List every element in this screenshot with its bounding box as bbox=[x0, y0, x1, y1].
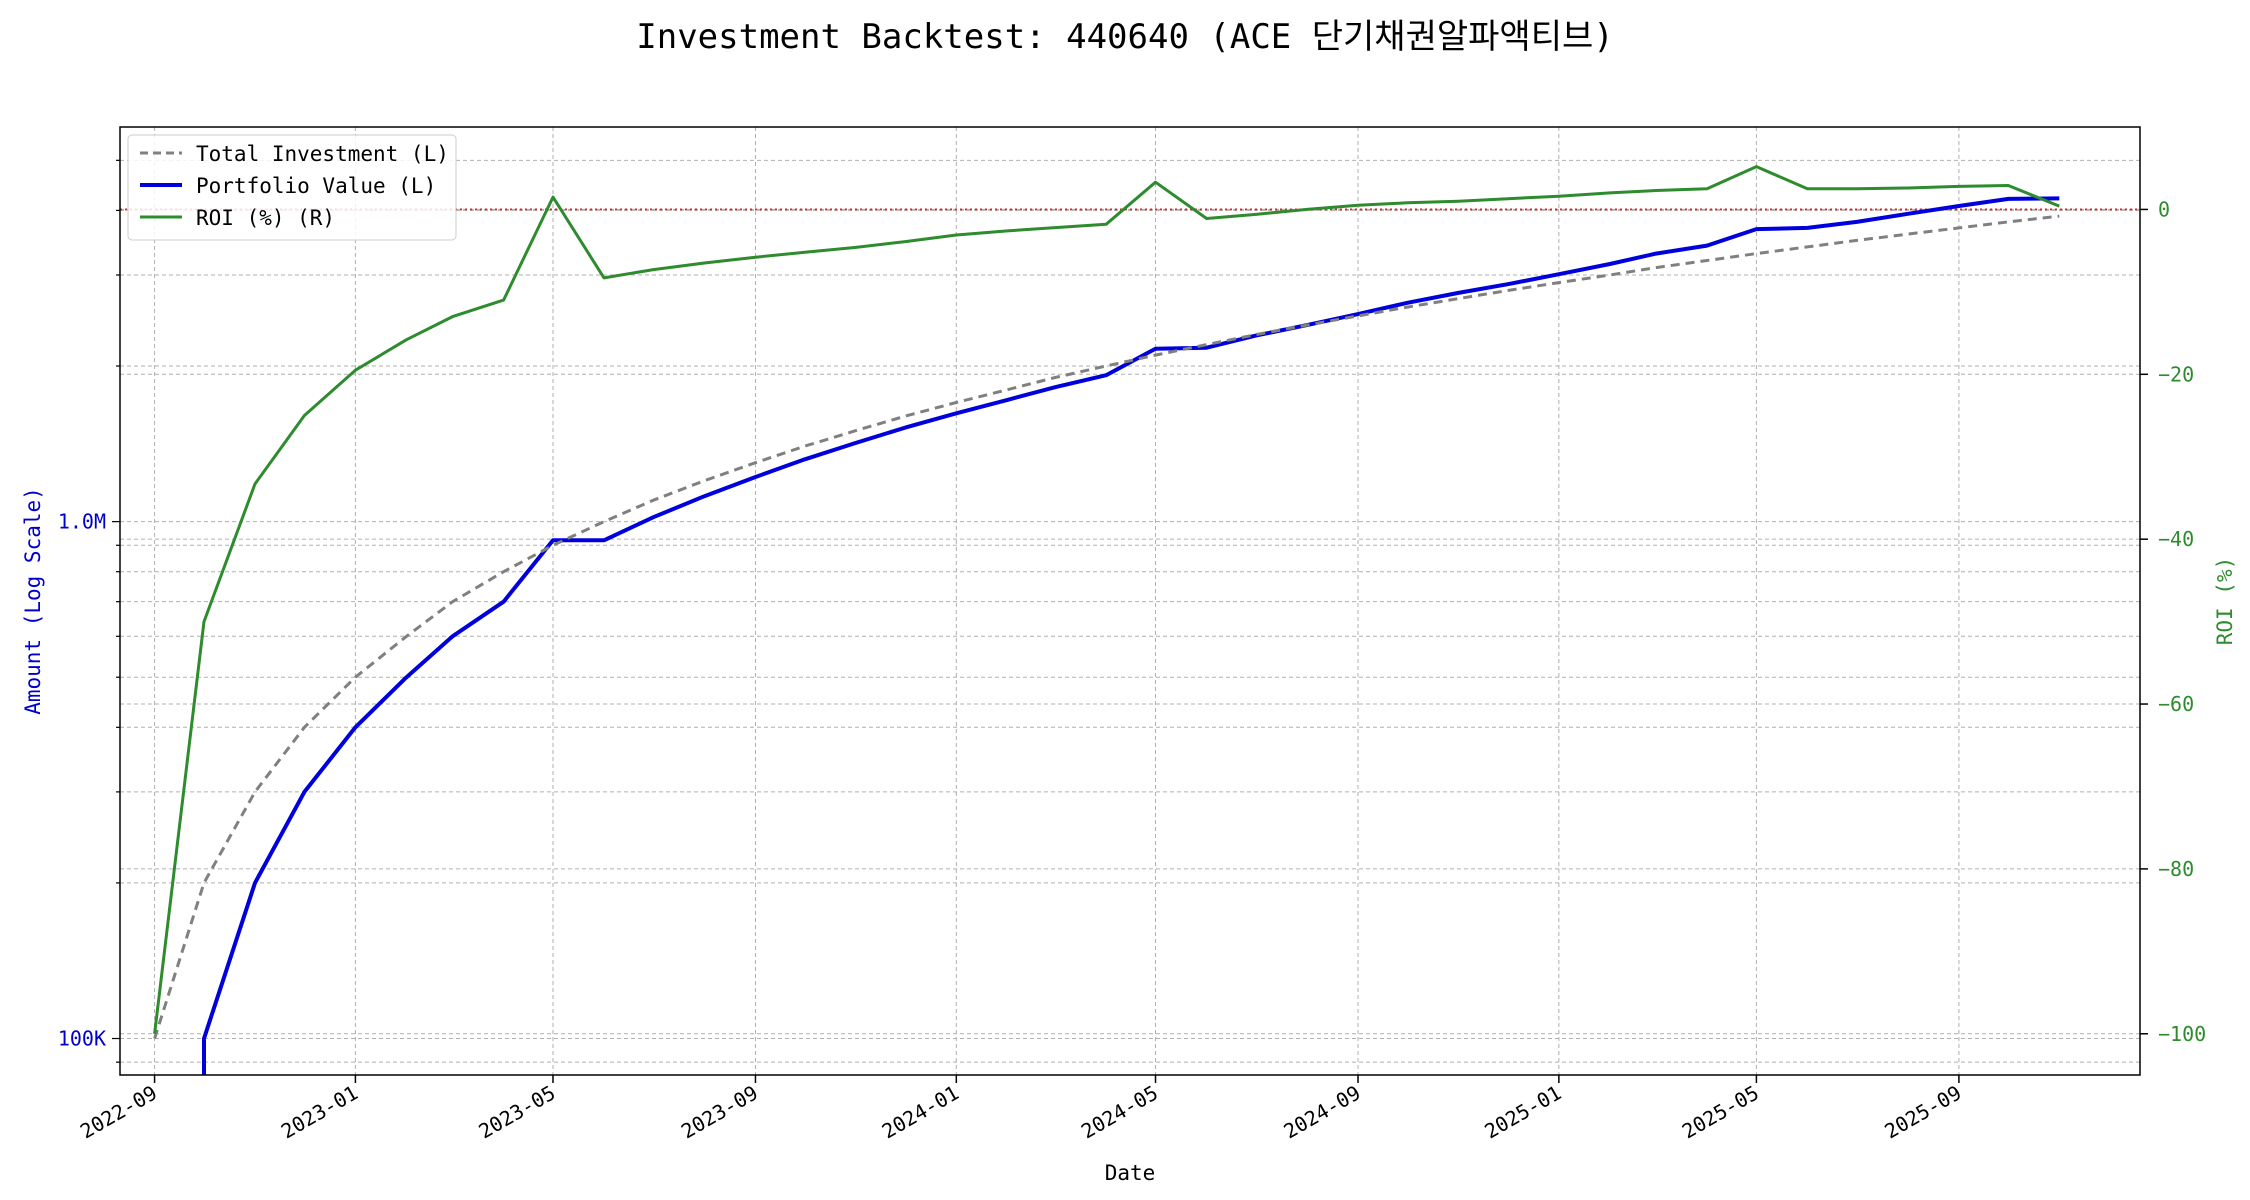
y-right-tick-label: 0 bbox=[2158, 197, 2170, 221]
y-right-tick-label: −60 bbox=[2158, 692, 2194, 716]
y-right-tick-label: −40 bbox=[2158, 527, 2194, 551]
chart-title: Investment Backtest: 440640 (ACE 단기채권알파액… bbox=[636, 17, 1614, 57]
y-right-tick-label: −100 bbox=[2158, 1022, 2206, 1046]
y-right-tick-label: −20 bbox=[2158, 362, 2194, 386]
y-right-axis-label: ROI (%) bbox=[2213, 557, 2237, 646]
y-left-tick-label: 100K bbox=[58, 1027, 106, 1051]
x-axis-label: Date bbox=[1105, 1161, 1156, 1185]
legend-label-roi: ROI (%) (R) bbox=[196, 206, 335, 230]
legend-box bbox=[127, 134, 457, 241]
y-left-tick-label: 1.0M bbox=[58, 510, 106, 534]
legend-label-portfolio-value: Portfolio Value (L) bbox=[196, 174, 436, 198]
legend: Total Investment (L) Portfolio Value (L)… bbox=[127, 134, 457, 241]
plot-frame bbox=[119, 126, 2141, 1076]
legend-label-total-investment: Total Investment (L) bbox=[196, 142, 449, 166]
series-layer bbox=[120, 165, 2140, 1075]
y-left-axis-label: Amount (Log Scale) bbox=[21, 487, 45, 715]
total-investment-line bbox=[153, 214, 2060, 1039]
y-right-tick-label: −80 bbox=[2158, 857, 2194, 881]
